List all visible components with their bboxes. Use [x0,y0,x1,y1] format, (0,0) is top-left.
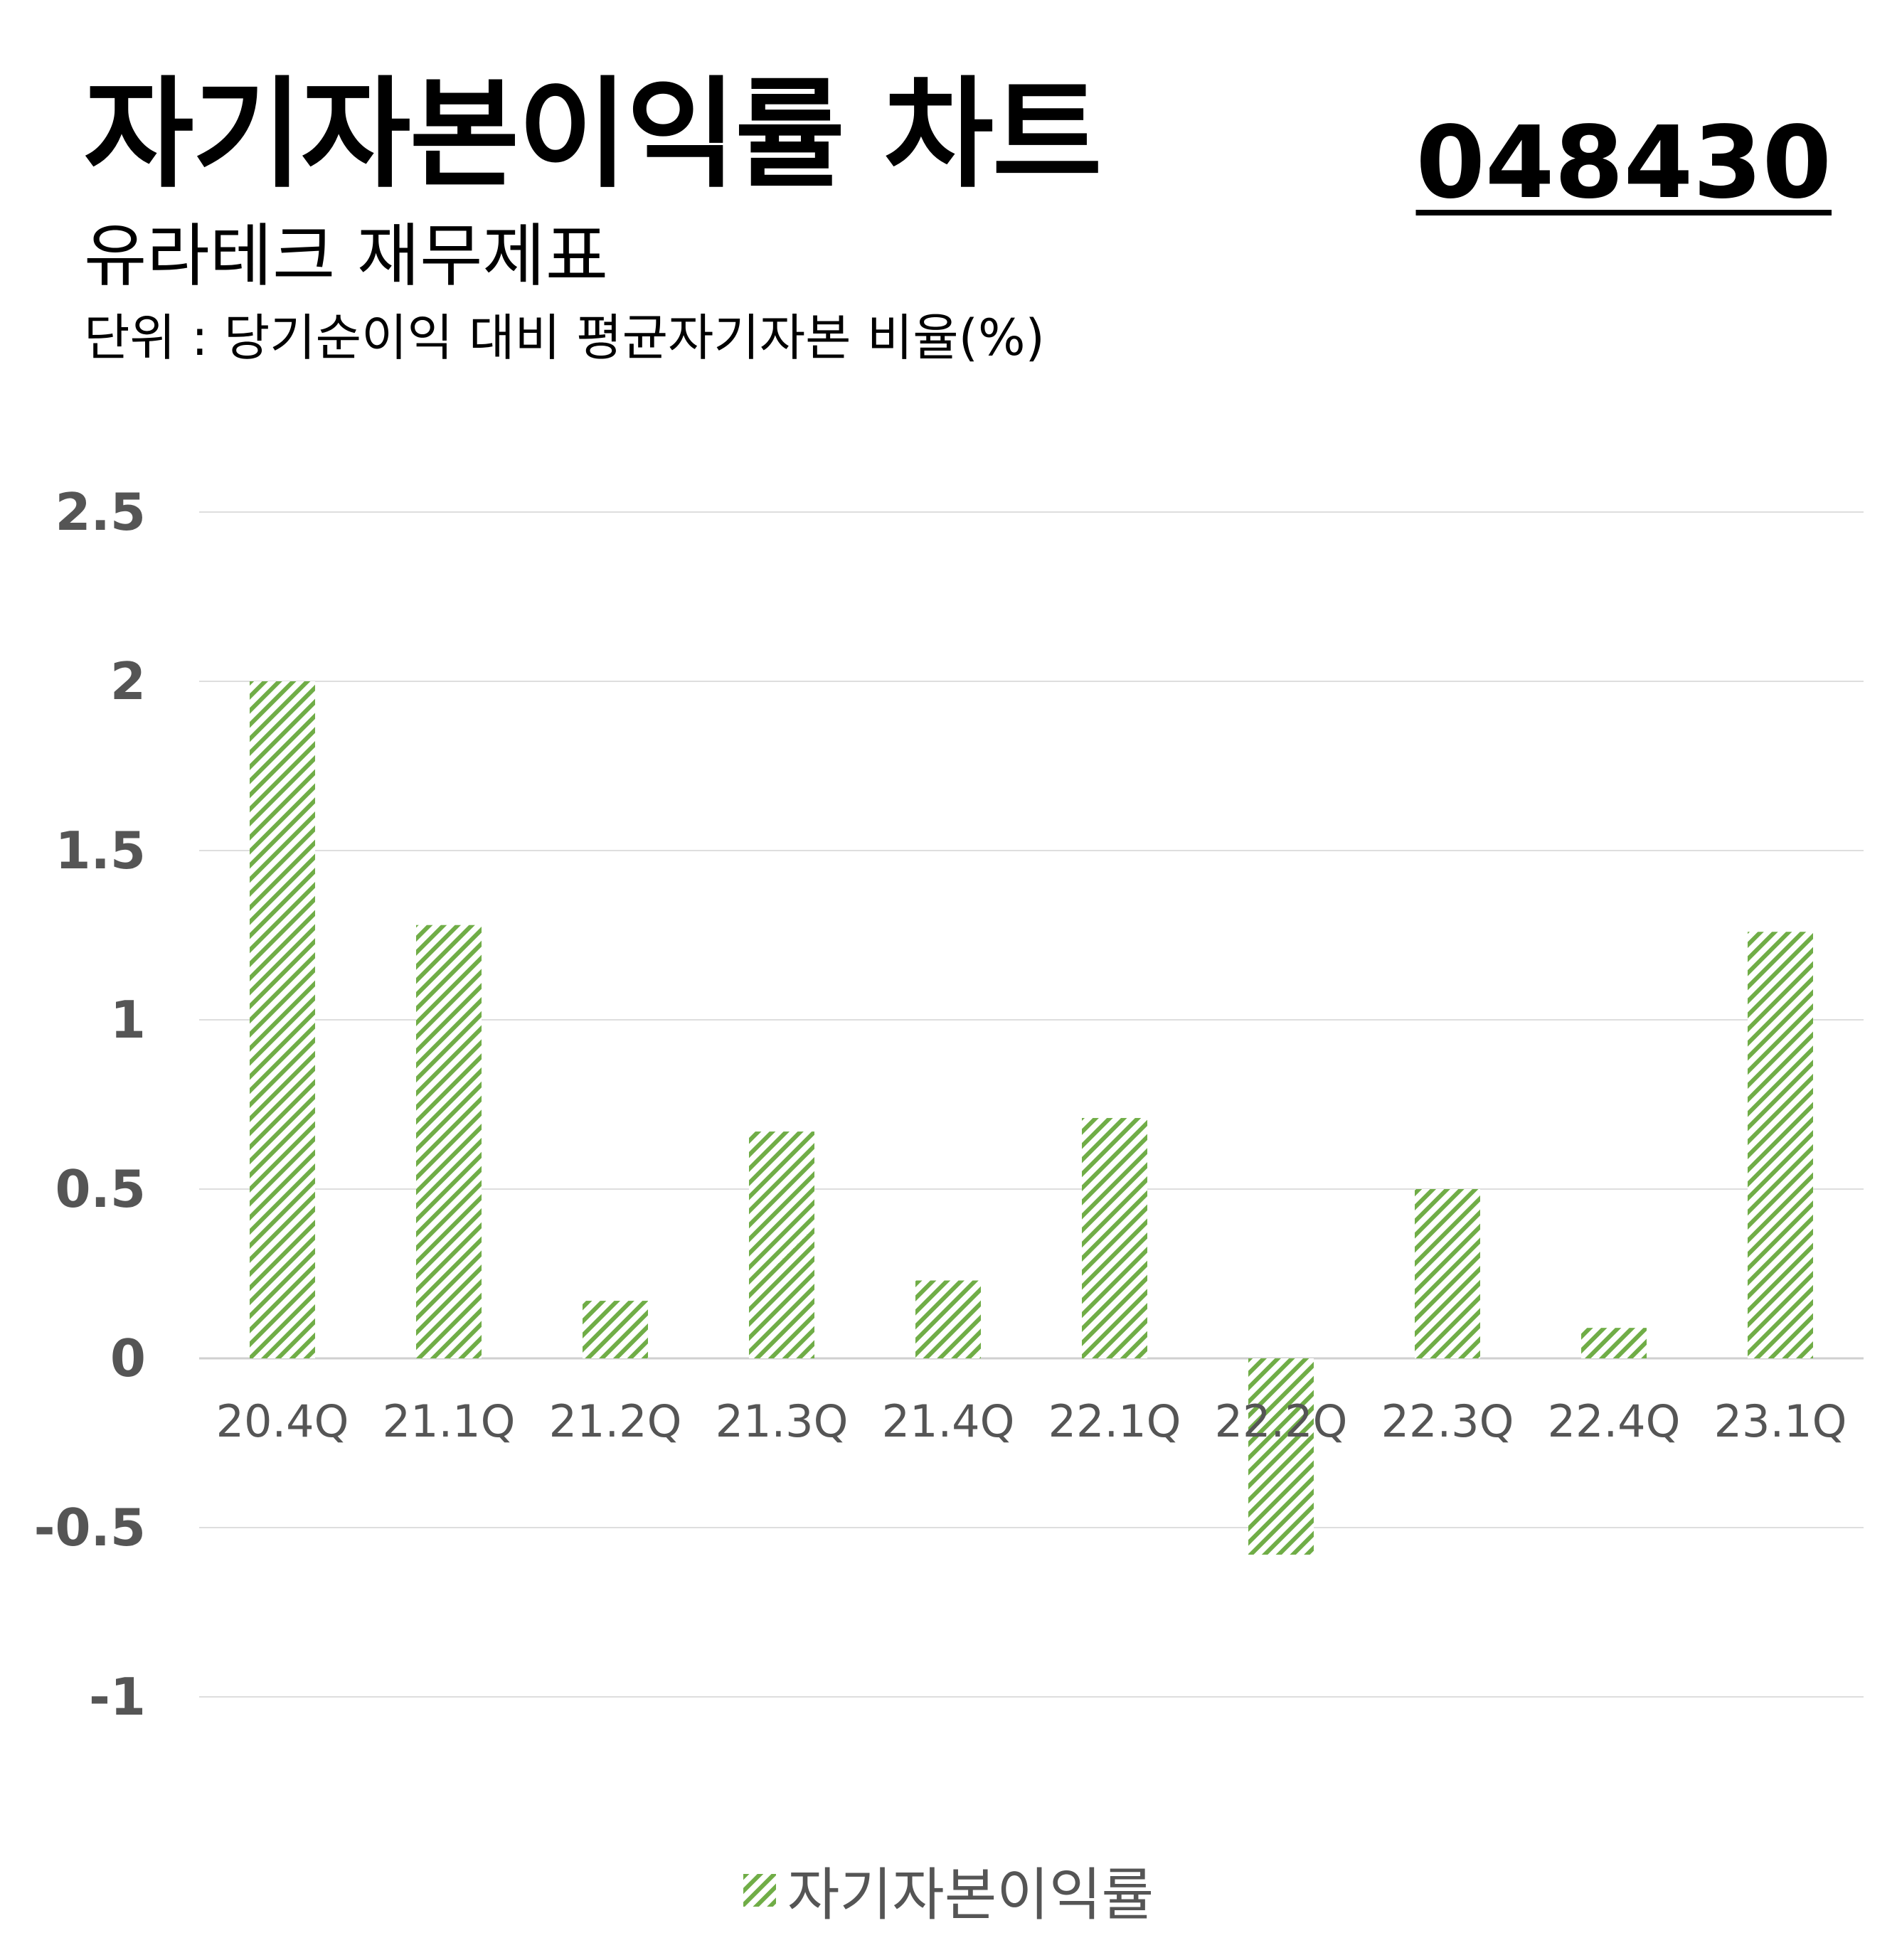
y-tick-label: 0 [110,1328,146,1388]
bar-21.1Q [416,925,482,1358]
x-tick-label: 21.4Q [882,1395,1015,1447]
x-tick-label: 23.1Q [1714,1395,1847,1447]
bar-22.1Q [1082,1118,1147,1358]
bar-22.4Q [1581,1328,1647,1358]
x-tick-label: 22.1Q [1048,1395,1181,1447]
x-tick-label: 21.2Q [549,1395,682,1447]
y-tick-label: 2 [110,651,146,711]
bars [250,681,1813,1555]
y-tick-label: -0.5 [34,1498,146,1557]
bar-20.4Q [250,681,315,1358]
bar-21.4Q [915,1280,981,1358]
unit-label: 단위 : 당기순이익 대비 평균자기자본 비율(%) [84,309,1045,367]
x-tick-label: 21.1Q [383,1395,516,1447]
y-tick-label: 2.5 [55,482,146,542]
bar-23.1Q [1748,932,1813,1358]
chart-title: 자기자본이익률 차트 [84,65,1102,204]
axis-labels: 2.5 2 1.5 1 0.5 0 -0.5 -1 20.4Q 21.1Q 21.2Q 21.3Q 21… [34,482,1847,1727]
x-tick-label: 22.2Q [1215,1395,1348,1447]
chart-subtitle: 유라테크 재무제표 [84,216,609,296]
y-tick-label: 1 [110,990,146,1050]
stock-code: 048430 [1415,105,1832,221]
legend-label: 자기자본이익률 [787,1862,1154,1928]
bar-22.3Q [1415,1189,1480,1358]
x-tick-label: 22.3Q [1381,1395,1514,1447]
legend: 자기자본이익률 [0,1849,1897,1932]
bar-22.2Q [1248,1358,1314,1555]
x-tick-label: 20.4Q [216,1395,349,1447]
bar-21.3Q [749,1131,814,1358]
legend-swatch [743,1874,776,1907]
gridlines [199,511,1864,1698]
y-tick-label: 1.5 [55,821,146,880]
x-tick-label: 22.4Q [1548,1395,1681,1447]
y-tick-label: 0.5 [55,1159,146,1219]
bar-21.2Q [583,1301,648,1358]
x-tick-label: 21.3Q [716,1395,849,1447]
y-tick-label: -1 [89,1667,146,1727]
